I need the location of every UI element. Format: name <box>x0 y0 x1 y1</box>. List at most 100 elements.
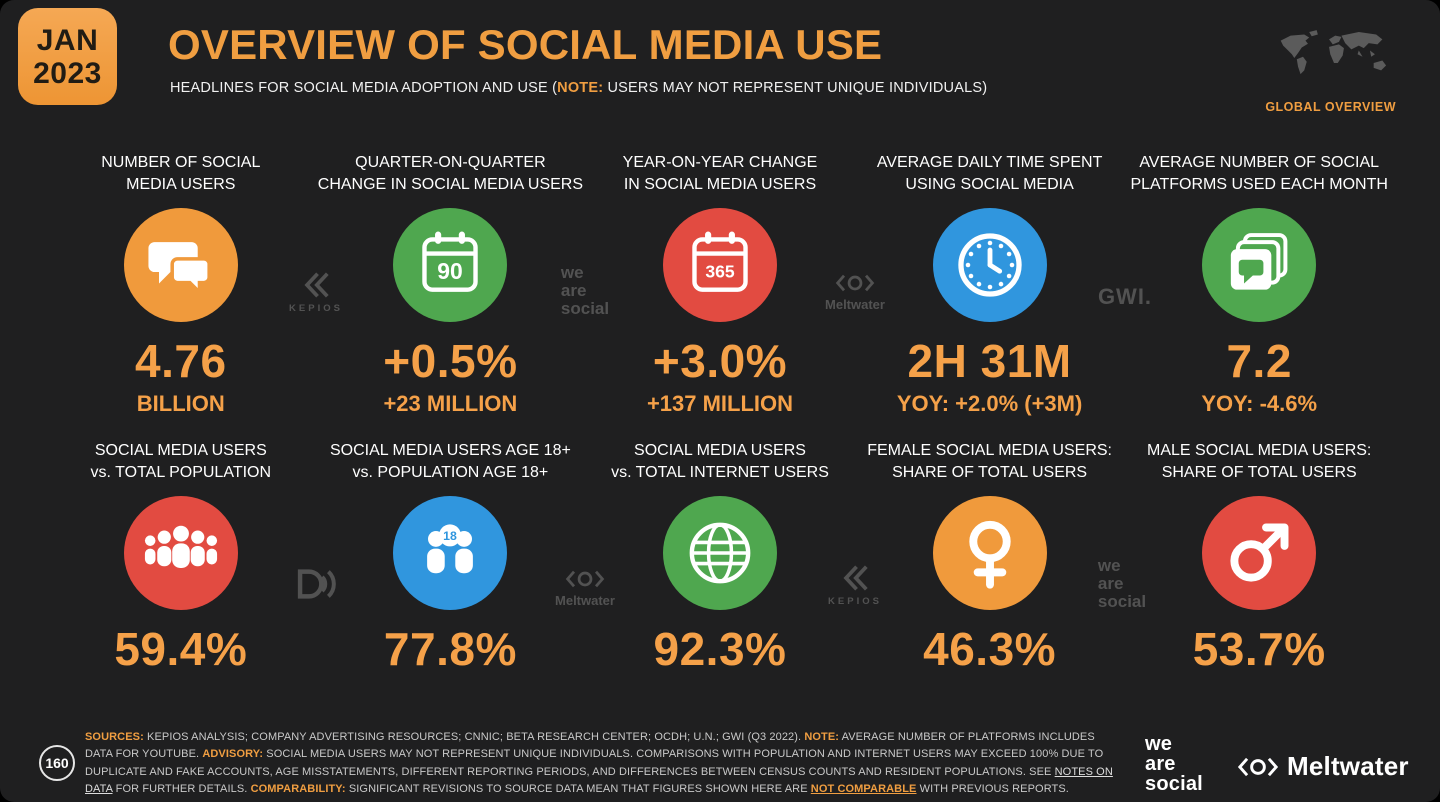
stat-label-line1: QUARTER-ON-QUARTER <box>355 154 546 171</box>
comparability-label: COMPARABILITY: <box>250 783 346 796</box>
stat-value: 4.76 <box>135 335 227 387</box>
stat-label: AVERAGE DAILY TIME SPENT USING SOCIAL ME… <box>855 152 1125 198</box>
crowd-icon <box>144 525 217 568</box>
stat-icon-circle: 18 <box>393 496 508 610</box>
stat-icon-circle <box>932 208 1047 322</box>
female-symbol-icon <box>968 520 1011 589</box>
footer-notes: SOURCES: KEPIOS ANALYSIS; COMPANY ADVERT… <box>85 731 1113 796</box>
stat-label-line1: SOCIAL MEDIA USERS <box>94 442 267 459</box>
gwi-logo: GWI. <box>1097 284 1153 309</box>
stat-label-line2: USING SOCIAL MEDIA <box>905 176 1074 194</box>
stat-label-line1: AVERAGE DAILY TIME SPENT <box>876 154 1103 171</box>
stat-label-line1: MALE SOCIAL MEDIA USERS: <box>1147 442 1372 459</box>
stat-label-line2: SHARE OF TOTAL USERS <box>892 464 1088 482</box>
clock-icon <box>957 233 1022 297</box>
stat-label: SOCIAL MEDIA USERS vs. TOTAL POPULATION <box>46 440 316 486</box>
we-are-social-logo: we are social <box>1145 733 1203 795</box>
male-symbol-icon <box>1230 523 1289 582</box>
notes-on-data-link[interactable]: NOTES ON DATA <box>85 765 1113 796</box>
subtitle-note-label: NOTE: <box>557 80 604 96</box>
region-label: GLOBAL OVERVIEW <box>1265 100 1396 114</box>
stats-row-1: NUMBER OF SOCIAL MEDIA USERS 4.76 BILLIO… <box>46 152 1394 415</box>
stat-label: AVERAGE NUMBER OF SOCIAL PLATFORMS USED … <box>1124 152 1394 198</box>
card-qoq-change: QUARTER-ON-QUARTER CHANGE IN SOCIAL MEDI… <box>316 152 586 415</box>
kepios-logo-icon <box>843 565 868 591</box>
stat-label: YEAR-ON-YEAR CHANGE IN SOCIAL MEDIA USER… <box>585 152 855 198</box>
meltwater-watermark: Meltwater <box>555 568 615 608</box>
stat-label-line1: YEAR-ON-YEAR CHANGE <box>622 154 818 171</box>
stat-label-line2: MEDIA USERS <box>126 176 236 194</box>
stat-label-line1: NUMBER OF SOCIAL <box>101 154 261 171</box>
meltwater-logo-icon <box>1238 757 1278 776</box>
note-label: NOTE: <box>804 731 840 743</box>
we-are-social-watermark: we are social <box>1097 555 1147 612</box>
page-number-badge: 160 <box>39 745 75 781</box>
stat-label: FEMALE SOCIAL MEDIA USERS: SHARE OF TOTA… <box>855 440 1125 486</box>
card-platforms-count: AVERAGE NUMBER OF SOCIAL PLATFORMS USED … <box>1124 152 1394 415</box>
stat-value: +0.5% <box>383 335 518 387</box>
stat-label: QUARTER-ON-QUARTER CHANGE IN SOCIAL MEDI… <box>316 152 586 198</box>
gwi-watermark: GWI. <box>1098 284 1152 310</box>
stat-label-line2: vs. TOTAL POPULATION <box>90 464 272 482</box>
sources-label: SOURCES: <box>85 731 144 743</box>
stats-row-2: SOCIAL MEDIA USERS vs. TOTAL POPULATION … <box>46 440 1394 672</box>
card-male-share: MALE SOCIAL MEDIA USERS: SHARE OF TOTAL … <box>1124 440 1394 672</box>
stat-subvalue: +137 MILLION <box>646 391 794 416</box>
calendar-90-icon: 90 <box>422 231 479 292</box>
card-total-users: NUMBER OF SOCIAL MEDIA USERS 4.76 BILLIO… <box>46 152 316 415</box>
kepios-watermark: KEPIOS <box>828 563 882 607</box>
stat-label: SOCIAL MEDIA USERS AGE 18+ vs. POPULATIO… <box>316 440 586 486</box>
advisory-label: ADVISORY: <box>202 748 264 761</box>
svg-text:365: 365 <box>705 261 735 281</box>
stat-icon-circle: 90 <box>393 208 508 322</box>
stat-label-line2: vs. POPULATION AGE 18+ <box>352 464 549 482</box>
stat-label-line2: IN SOCIAL MEDIA USERS <box>623 176 817 194</box>
card-vs-population: SOCIAL MEDIA USERS vs. TOTAL POPULATION … <box>46 440 316 672</box>
stat-label-line2: vs. TOTAL INTERNET USERS <box>611 464 829 482</box>
stat-icon-circle: 365 <box>662 208 777 322</box>
adults-18-icon: 18 <box>427 524 474 574</box>
globe-icon <box>689 522 751 584</box>
stat-label-line1: SOCIAL MEDIA USERS AGE 18+ <box>329 442 571 459</box>
stat-label-line2: SHARE OF TOTAL USERS <box>1161 464 1357 482</box>
meltwater-logo-icon <box>835 274 875 292</box>
date-month: JAN <box>36 23 99 57</box>
stat-label-line2: PLATFORMS USED EACH MONTH <box>1130 176 1388 194</box>
svg-text:90: 90 <box>438 258 463 284</box>
kepios-logo-icon <box>304 272 329 298</box>
stat-value: 53.7% <box>1192 623 1326 675</box>
stat-value: 46.3% <box>923 623 1057 675</box>
stat-icon-circle <box>1202 208 1317 322</box>
stat-label-line1: AVERAGE NUMBER OF SOCIAL <box>1139 154 1380 171</box>
date-year: 2023 <box>33 56 102 90</box>
stat-value: 2H 31M <box>907 335 1072 387</box>
chat-bubbles-icon <box>148 242 211 297</box>
stat-icon-circle <box>1202 496 1317 610</box>
we-are-social-watermark: we are social <box>560 262 610 319</box>
stat-subvalue: YOY: -4.6% <box>1201 391 1318 416</box>
stacked-platforms-icon <box>1231 233 1288 290</box>
meltwater-logo: Meltwater <box>1238 751 1409 782</box>
meltwater-watermark: Meltwater <box>825 272 885 312</box>
meltwater-logo-icon <box>565 570 605 588</box>
meltwater-wordmark: Meltwater <box>1287 751 1409 781</box>
datareportal-watermark <box>293 564 339 604</box>
card-yoy-change: YEAR-ON-YEAR CHANGE IN SOCIAL MEDIA USER… <box>585 152 855 415</box>
not-comparable-link[interactable]: NOT COMPARABLE <box>810 783 917 796</box>
stat-value: 59.4% <box>114 623 248 675</box>
calendar-365-icon: 365 <box>692 231 748 292</box>
card-daily-time: AVERAGE DAILY TIME SPENT USING SOCIAL ME… <box>855 152 1125 415</box>
stat-label-line1: FEMALE SOCIAL MEDIA USERS: <box>867 442 1112 459</box>
page-subtitle: HEADLINES FOR SOCIAL MEDIA ADOPTION AND … <box>170 80 988 96</box>
stat-subvalue: YOY: +2.0% (+3M) <box>896 391 1083 416</box>
card-female-share: FEMALE SOCIAL MEDIA USERS: SHARE OF TOTA… <box>855 440 1125 672</box>
datareportal-logo-icon <box>297 569 336 599</box>
stat-icon-circle <box>932 496 1047 610</box>
stat-subvalue: +23 MILLION <box>383 391 518 416</box>
stat-icon-circle <box>123 208 238 322</box>
date-badge: JAN 2023 <box>18 8 117 105</box>
stat-icon-circle <box>123 496 238 610</box>
stat-value: 92.3% <box>653 623 787 675</box>
stat-label: NUMBER OF SOCIAL MEDIA USERS <box>46 152 316 198</box>
page-title: OVERVIEW OF SOCIAL MEDIA USE <box>168 21 883 68</box>
